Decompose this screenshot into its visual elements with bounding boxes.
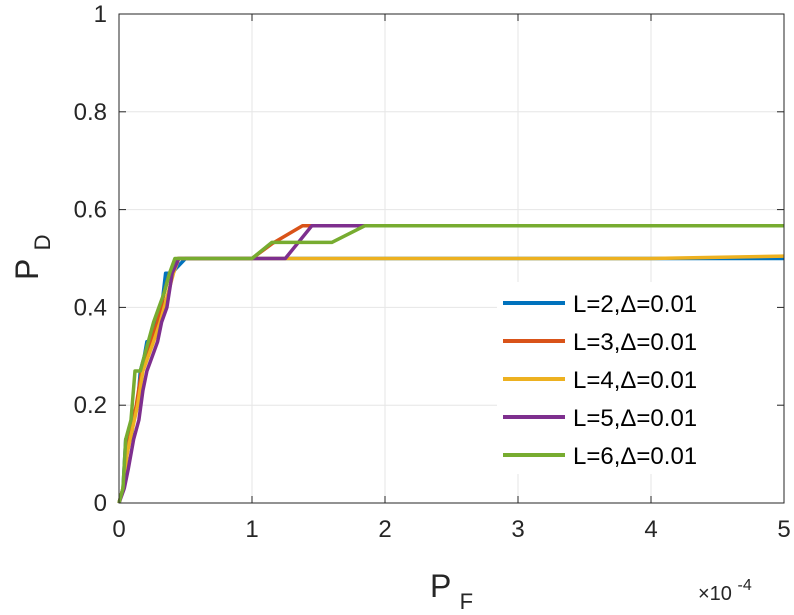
x-tick-label: 4: [644, 516, 657, 543]
series-layer: [117, 223, 785, 504]
x-exponent-base: ×10: [698, 583, 732, 605]
legend-label: L=4,Δ=0.01: [573, 367, 697, 394]
x-tick-label: 5: [777, 516, 790, 543]
y-tick-label: 0: [94, 490, 107, 517]
legend: L=2,Δ=0.01 L=3,Δ=0.01 L=4,Δ=0.01 L=5,Δ=0.01…: [497, 282, 777, 474]
series-line-l4: [117, 254, 785, 504]
x-tick-label: 2: [378, 516, 391, 543]
x-exponent-label: ×10 -4: [698, 577, 752, 605]
y-tick-label: 0.6: [74, 197, 107, 224]
legend-label: L=5,Δ=0.01: [573, 405, 697, 432]
y-axis-label: P D: [9, 234, 55, 280]
x-axis-label: P F: [430, 568, 473, 614]
x-exponent-power: -4: [738, 577, 752, 594]
y-axis-label-sub: D: [30, 234, 55, 250]
x-axis-label-main: P: [430, 568, 451, 604]
y-tick-label: 0.2: [74, 392, 107, 419]
y-tick-label: 0.4: [74, 294, 107, 321]
y-tick-label: 1: [94, 1, 107, 28]
legend-label: L=3,Δ=0.01: [573, 329, 697, 356]
legend-label: L=2,Δ=0.01: [573, 291, 697, 318]
x-tick-label: 3: [511, 516, 524, 543]
ticks: 0 1 2 3 4 5 0 0.2 0.4 0.6 0.8 1: [74, 1, 791, 543]
y-tick-label: 0.8: [74, 99, 107, 126]
x-axis-label-sub: F: [460, 589, 473, 614]
plot-border: [118, 13, 785, 504]
series-line-l6: [117, 223, 784, 504]
legend-label: L=6,Δ=0.01: [573, 443, 697, 470]
x-tick-label: 1: [245, 516, 258, 543]
y-axis-label-main: P: [9, 259, 45, 280]
x-tick-label: 0: [112, 516, 125, 543]
series-line-l5: [117, 223, 784, 504]
